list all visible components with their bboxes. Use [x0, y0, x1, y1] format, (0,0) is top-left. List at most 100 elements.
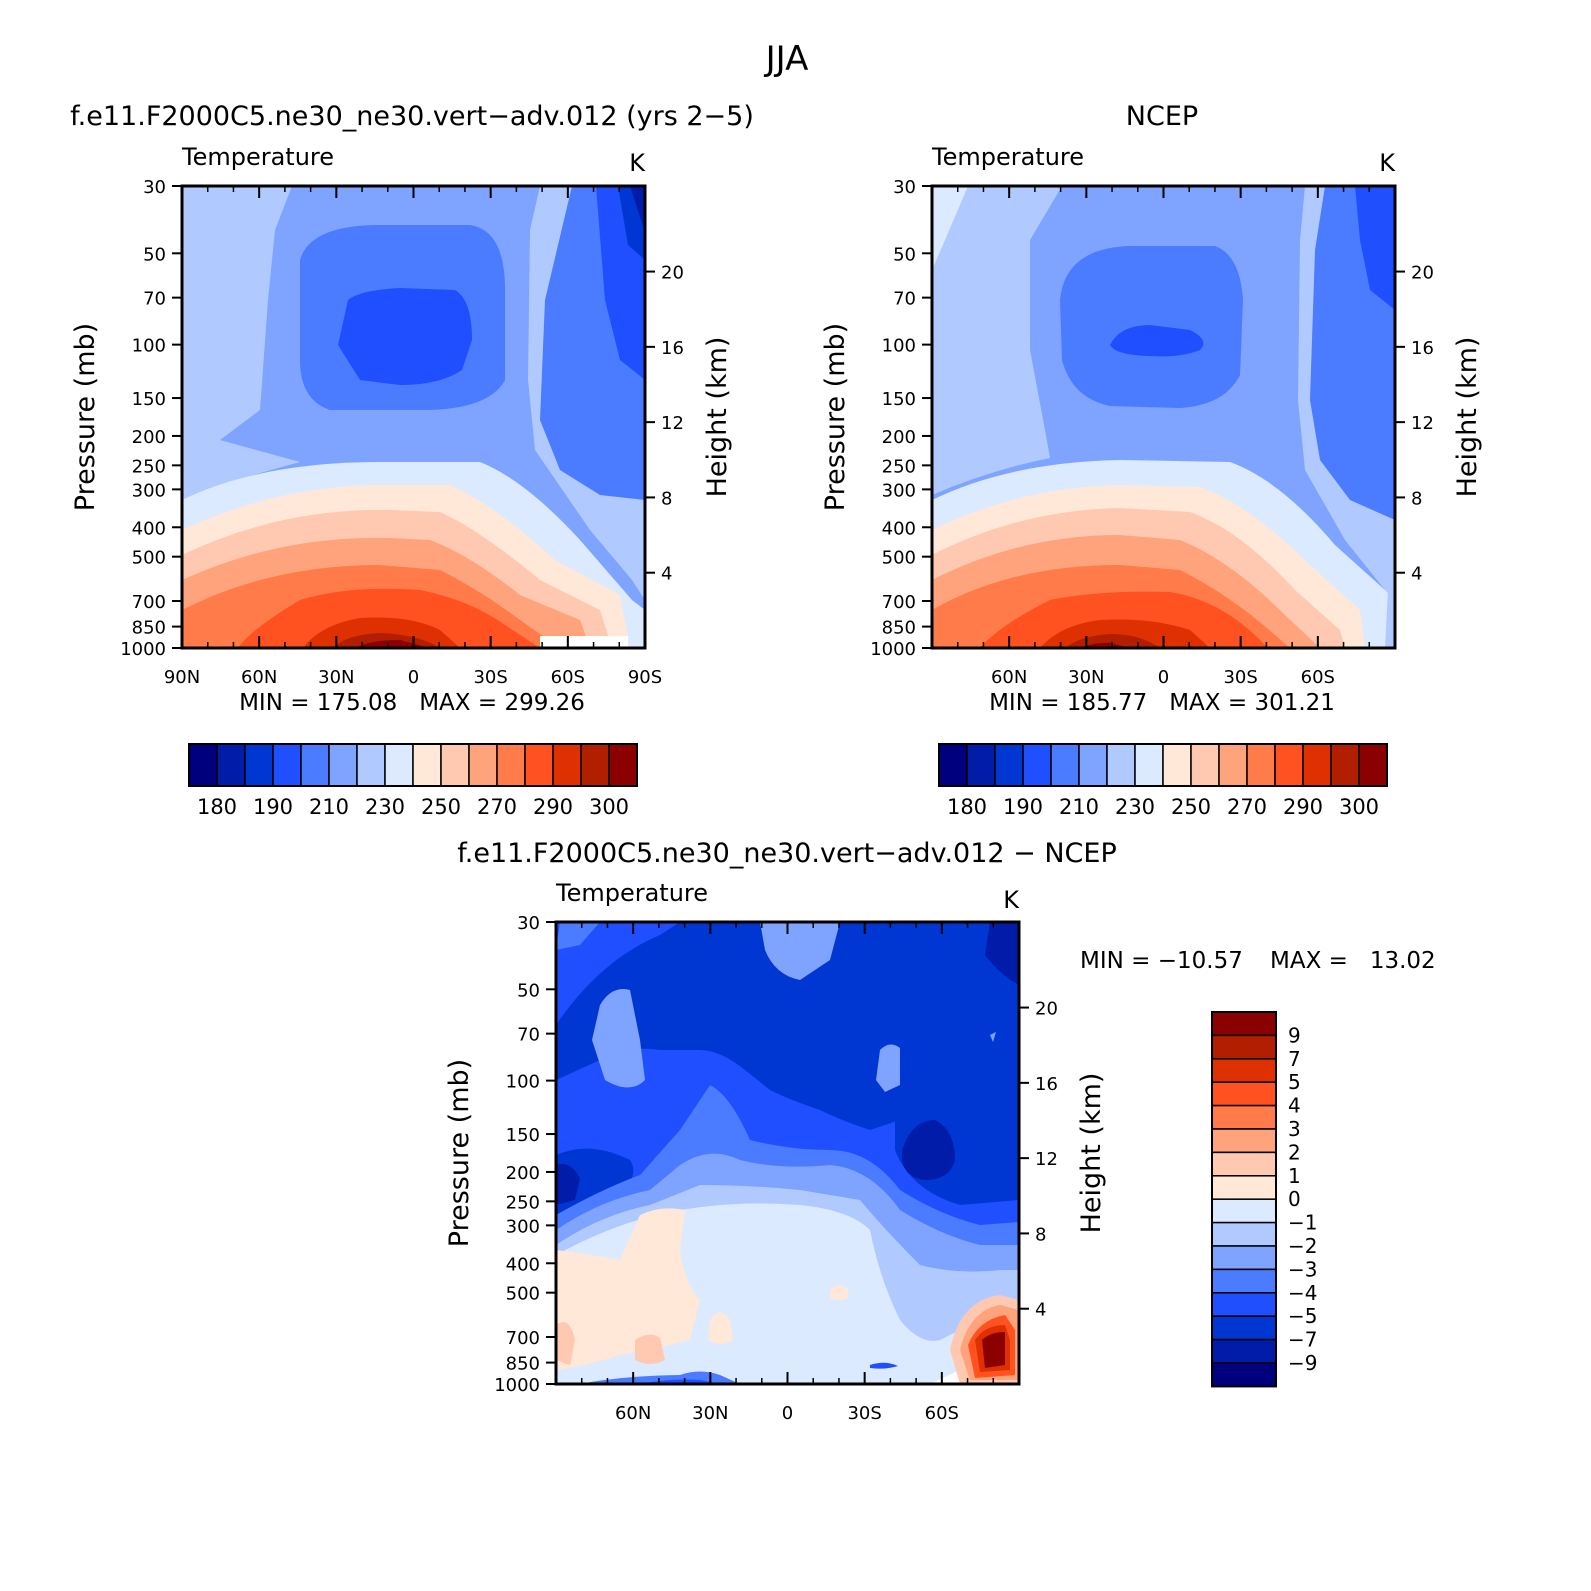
x-tick-label: 30N [318, 667, 354, 688]
y-tick-label: 500 [506, 1284, 540, 1305]
y-tick-label: 150 [132, 389, 166, 410]
colorbar-box [1211, 1268, 1277, 1294]
colorbar-box [1330, 743, 1360, 787]
panel-diff-units: K [1003, 886, 1020, 914]
colorbar-label: −9 [1288, 1351, 1317, 1375]
y2-tick-label: 4 [661, 564, 672, 585]
colorbar-box [1211, 1104, 1277, 1130]
panel-model-title: f.e11.F2000C5.ne30_ne30.vert−adv.012 (yr… [70, 101, 754, 132]
panel-ncep-y2label: Height (km) [1452, 337, 1483, 498]
panel-model: f.e11.F2000C5.ne30_ne30.vert−adv.012 (yr… [70, 101, 754, 819]
colorbar-box [994, 743, 1024, 787]
panel-ncep: NCEP Temperature K 305070100150200250300… [820, 101, 1483, 819]
x-tick-label: 30N [692, 1403, 728, 1424]
colorbar-box [440, 743, 470, 787]
y-tick-label: 1000 [870, 639, 916, 660]
y2-tick-label: 8 [1035, 1224, 1046, 1245]
colorbar-frame [1211, 1011, 1277, 1388]
colorbar-ncep: 180 190 210 230 250 270 290 300 [938, 743, 1388, 819]
colorbar-label: 190 [253, 795, 293, 819]
panel-diff-ylabel: Pressure (mb) [444, 1059, 475, 1247]
y2-tick-label: 16 [661, 338, 684, 359]
contour-field [932, 186, 1395, 648]
colorbar-box [244, 743, 274, 787]
panel-diff: f.e11.F2000C5.ne30_ne30.vert−adv.012 − N… [444, 838, 1436, 1424]
colorbar-box [216, 743, 246, 787]
colorbar-box [1211, 1175, 1277, 1200]
colorbar-box [1218, 743, 1248, 787]
colorbar-label: 5 [1288, 1070, 1301, 1094]
y-tick-label: 100 [506, 1072, 540, 1093]
colorbar-box [1162, 743, 1192, 787]
colorbar-label: 290 [1283, 795, 1323, 819]
y-tick-label: 1000 [120, 639, 166, 660]
x-tick-label: 60N [615, 1403, 651, 1424]
y-tick-label: 200 [132, 427, 166, 448]
y-tick-label: 200 [506, 1163, 540, 1184]
colorbar-box [1211, 1151, 1277, 1177]
colorbar-box [1211, 1128, 1277, 1154]
y-tick-label: 200 [882, 427, 916, 448]
colorbar-label: −4 [1288, 1281, 1317, 1305]
y2-tick-label: 20 [1035, 999, 1058, 1020]
colorbar-label: 0 [1288, 1187, 1301, 1211]
y-tick-label: 70 [517, 1025, 540, 1046]
colorbar-box [938, 743, 968, 787]
y-tick-label: 850 [132, 618, 166, 639]
y-tick-label: 850 [882, 618, 916, 639]
y2-tick-label: 8 [1411, 488, 1422, 509]
y2-tick-label: 12 [661, 413, 684, 434]
x-tick-label: 0 [782, 1403, 793, 1424]
colorbar-box [1274, 743, 1304, 787]
panel-model-ylabel: Pressure (mb) [70, 323, 101, 511]
colorbar-box [1211, 1362, 1277, 1388]
y-tick-label: 250 [882, 456, 916, 477]
y-tick-label: 700 [506, 1328, 540, 1349]
panel-model-units: K [629, 149, 646, 177]
colorbar-label: 7 [1288, 1047, 1301, 1071]
y-tick-label: 850 [506, 1354, 540, 1375]
x-tick-label: 60N [991, 667, 1027, 688]
y-tick-label: 400 [132, 518, 166, 539]
colorbar-frame [938, 743, 1388, 787]
colorbar-box [1211, 1338, 1277, 1364]
colorbar-box [1211, 1221, 1277, 1247]
panel-diff-stats-max: MAX = 13.02 [1270, 948, 1436, 974]
y-tick-label: 70 [893, 289, 916, 310]
panel-diff-y2label: Height (km) [1076, 1073, 1107, 1234]
colorbar-box [1246, 743, 1276, 787]
panel-ncep-title: NCEP [1126, 101, 1198, 132]
contour-field [556, 922, 1019, 1384]
colorbar-box [524, 743, 554, 787]
y-tick-label: 100 [132, 336, 166, 357]
colorbar-box [1050, 743, 1080, 787]
colorbar-box [468, 743, 498, 787]
y-tick-label: 50 [893, 244, 916, 265]
colorbar-label: 300 [589, 795, 629, 819]
colorbar-label: 250 [1171, 795, 1211, 819]
colorbar-label: 230 [365, 795, 405, 819]
colorbar-box [1302, 743, 1332, 787]
colorbar-label: 290 [533, 795, 573, 819]
y2-tick-label: 12 [1035, 1149, 1058, 1170]
y2-tick-label: 8 [661, 488, 672, 509]
contour-field [182, 186, 645, 648]
colorbar-box [496, 743, 526, 787]
colorbar-label: 2 [1288, 1140, 1301, 1164]
colorbar-label: 1 [1288, 1164, 1301, 1188]
panel-diff-title: f.e11.F2000C5.ne30_ne30.vert−adv.012 − N… [457, 838, 1117, 869]
panel-diff-subtitle: Temperature [555, 879, 708, 907]
y-tick-label: 300 [132, 480, 166, 501]
colorbar-label: 4 [1288, 1094, 1301, 1118]
colorbar-box [328, 743, 358, 787]
y2-tick-label: 16 [1035, 1074, 1058, 1095]
x-tick-label: 60S [1301, 667, 1335, 688]
colorbar-box [1190, 743, 1220, 787]
colorbar-box [1211, 1011, 1277, 1037]
y-tick-label: 150 [882, 389, 916, 410]
y-tick-label: 300 [882, 480, 916, 501]
colorbar-label: −5 [1288, 1304, 1317, 1328]
